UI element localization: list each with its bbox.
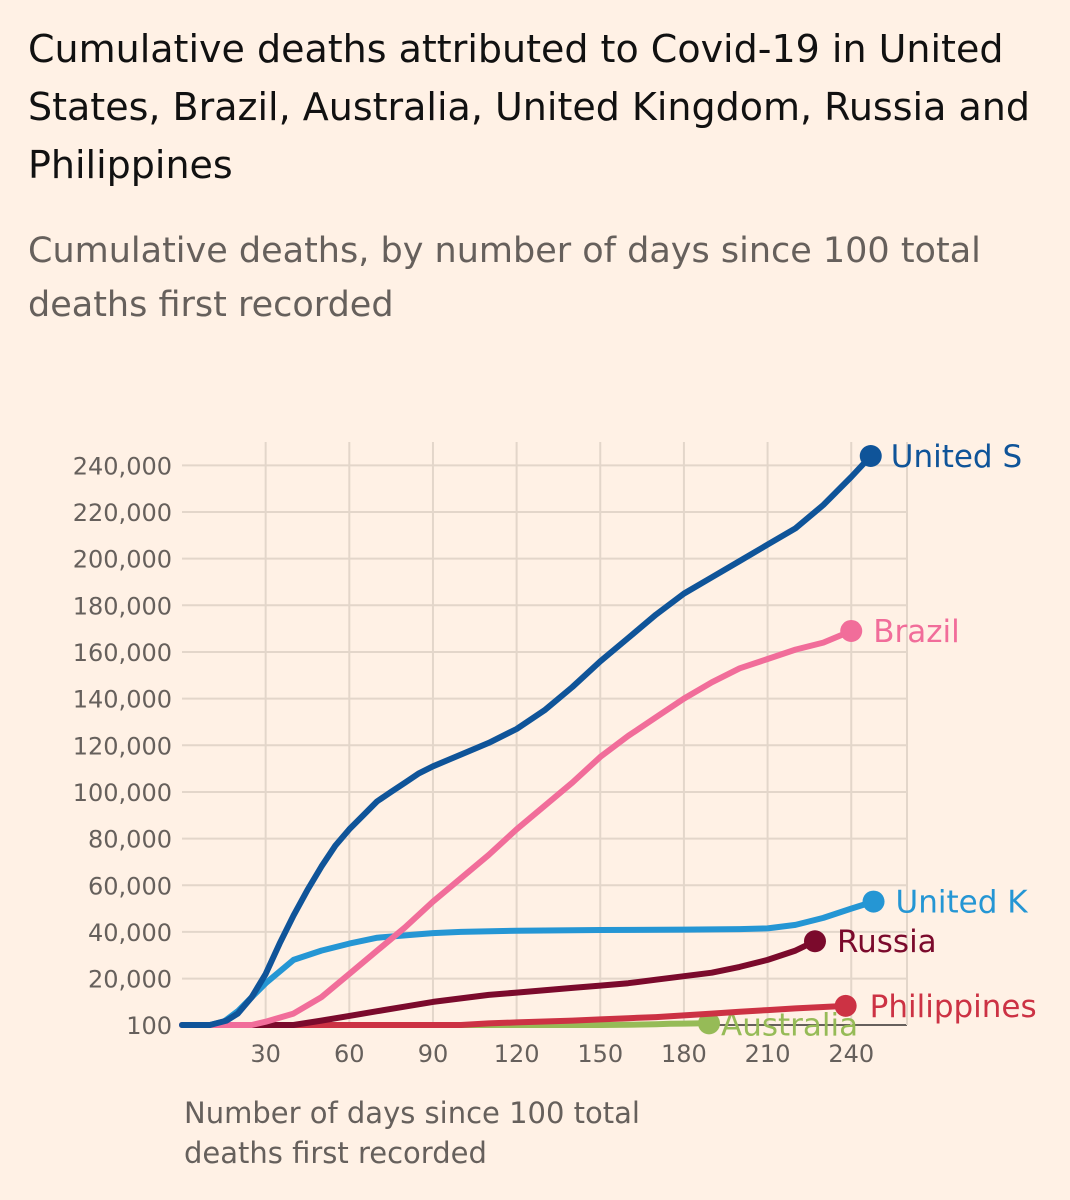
y-tick-label: 120,000 — [73, 732, 172, 760]
y-tick-label: 100 — [126, 1012, 172, 1040]
y-tick-label: 140,000 — [73, 686, 172, 714]
series-endpoint-0 — [859, 444, 882, 467]
y-tick-label: 180,000 — [73, 592, 172, 620]
series-line-0 — [179, 453, 874, 1028]
series-label-1: Brazil — [873, 614, 960, 650]
x-axis-tick-labels: 30 60 90 120 150 180 210 240 — [250, 1040, 874, 1068]
y-tick-label: 200,000 — [73, 546, 172, 574]
series-label-2: United K — [896, 885, 1029, 921]
x-tick-label: 210 — [745, 1040, 791, 1068]
y-tick-label: 80,000 — [88, 826, 172, 854]
y-tick-label: 20,000 — [88, 966, 172, 994]
chart-title: Cumulative deaths attributed to Covid-19… — [28, 27, 1030, 187]
y-tick-label: 40,000 — [88, 919, 172, 947]
y-axis-tick-labels: 100 20,000 40,000 60,000 80,000 100,000 120,00… — [73, 452, 172, 1040]
series-line-5 — [179, 1020, 712, 1028]
series-label-3: Russia — [837, 924, 937, 960]
series-endpoint-1 — [840, 619, 863, 642]
y-tick-label: 160,000 — [73, 639, 172, 667]
series-line-4 — [179, 1002, 849, 1028]
y-tick-label: 60,000 — [88, 872, 172, 900]
series-label-0: United S — [891, 439, 1022, 475]
x-axis-label: Number of days since 100 total deaths fi… — [184, 1096, 640, 1170]
series-line-1 — [179, 628, 855, 1028]
series-endpoint-5 — [698, 1012, 721, 1035]
x-tick-label: 90 — [418, 1040, 449, 1068]
series-endpoint-2 — [862, 890, 885, 913]
x-tick-label: 150 — [577, 1040, 623, 1068]
series-endpoint-3 — [803, 930, 826, 953]
y-tick-label: 220,000 — [73, 499, 172, 527]
y-tick-label: 100,000 — [73, 779, 172, 807]
y-tick-label: 240,000 — [73, 452, 172, 480]
series-line-3 — [179, 938, 818, 1028]
x-tick-label: 240 — [828, 1040, 874, 1068]
x-tick-label: 60 — [334, 1040, 365, 1068]
series-endpoint-4 — [834, 994, 857, 1017]
chart-subtitle: Cumulative deaths, by number of days sin… — [28, 231, 981, 325]
x-tick-label: 30 — [250, 1040, 281, 1068]
x-tick-label: 120 — [494, 1040, 540, 1068]
x-tick-label: 180 — [661, 1040, 707, 1068]
series-label-4: Philippines — [870, 989, 1037, 1025]
